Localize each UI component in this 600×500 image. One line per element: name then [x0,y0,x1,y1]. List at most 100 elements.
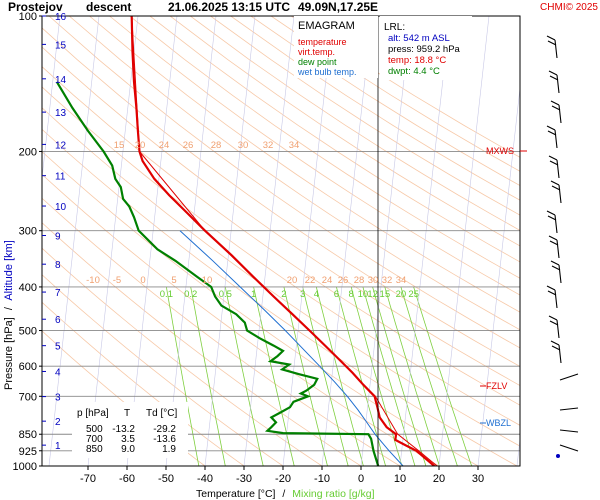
isotherms [42,16,520,466]
lrl-dwpt: dwpt: 4.4 °C [388,66,440,77]
wind-barbs [546,35,579,458]
dry-adiabat-label: 26 [338,275,349,286]
mixing-ratio-label: 1 [251,289,256,300]
isotherm-line [204,16,256,466]
mxws-label: MXWS [486,146,514,156]
mixing-ratio-label: 2 [281,289,286,300]
wind-barb-flag [548,315,558,321]
altitude-tick-label: 14 [55,75,67,86]
table-row-500-p: 500 [86,424,103,435]
altitude-tick-label: 9 [55,232,61,243]
lrl-box: LRL: alt: 542 m ASL press: 959.2 hPa tem… [380,16,472,80]
dry-adiabat-line [190,16,520,231]
dry-adiabat-line [89,16,520,313]
mixing-ratio-lines [166,286,473,466]
mixing-ratio-label: 8 [349,289,354,300]
mixing-ratio-label: 12 [367,289,378,300]
wind-barb-flag [546,285,556,291]
isotherm-line [87,16,139,466]
dry-adiabat-label: 5 [171,275,176,286]
dry-adiabat-label: 28 [211,140,222,151]
mixing-ratio-line [384,286,440,466]
dry-adiabat-line [68,16,520,331]
dry-adiabat-line [42,86,520,426]
table-row-850-td: 1.9 [162,444,176,455]
x-tick-label: -50 [158,473,174,485]
x-tick-label: -70 [80,473,96,485]
isotherm-line [126,16,178,466]
wind-barb-flag [548,70,558,76]
y-axis-label-altitude: Altitude [km] [3,240,15,301]
lrl-alt: alt: 542 m ASL [388,33,450,44]
table-header-p: p [hPa] [77,408,109,419]
dry-adiabat-label: 34 [289,140,300,151]
dry-adiabat-line [129,16,520,279]
dry-adiabat-label: 34 [396,275,407,286]
x-axis-label-mixing: Mixing ratio [g/kg] [292,488,374,500]
isotherm-line [516,436,520,466]
lrl-box-bg [380,16,472,80]
wind-barb [554,39,558,59]
mixing-ratio-line [224,286,264,466]
plot-frame [41,15,521,467]
wind-barb-flag [550,260,560,266]
isotherm-line [438,16,490,466]
dry-adiabat-line [210,16,520,216]
x-axis: -70 -60 -50 -40 -30 -20 -10 0 10 20 30 [80,466,484,485]
altitude-tick-label: 11 [55,172,66,183]
altitude-tick-label: 15 [55,40,67,51]
wind-barb-flag [550,100,560,106]
mixing-ratio-label: 10 [358,289,369,300]
mixing-ratio-label: 0.2 [184,289,197,300]
x-axis-title: Temperature [°C] / Mixing ratio [g/kg] [196,488,375,500]
altitude-tick-label: 3 [55,393,61,404]
wind-barb-flag [547,290,557,296]
dry-adiabat-line [42,27,520,367]
wind-barb-flag [550,340,560,346]
legend-title: EMAGRAM [298,20,355,32]
wind-barb-flag [551,185,561,191]
mixing-ratio-label: 20 [396,289,407,300]
dry-adiabat-label: 28 [354,275,365,286]
altitude-tick-label: 2 [55,417,61,428]
header-datetime: 21.06.2025 13:15 UTC [168,0,290,14]
dry-adiabat-label: -5 [113,275,121,286]
wind-barb-flag [548,155,558,161]
table-row-850-p: 850 [86,444,103,455]
dry-adiabat-label: 10 [202,275,213,286]
series-wet-bulb-temp-line [179,230,404,466]
wind-barb-flag [549,75,559,81]
x-tick-label: 20 [433,473,445,485]
isotherm-line [48,16,100,466]
y-axis-title: Pressure [hPa] / Altitude [km] [3,240,15,390]
altitude-tick-label: 1 [55,441,61,452]
altitude-tick-label: 16 [55,12,67,23]
isotherm-line [399,16,451,466]
x-tick-label: 0 [358,473,364,485]
altitude-tick-label: 5 [55,342,61,353]
wind-barb-flag [547,215,557,221]
wind-barb-flag [551,265,561,271]
wind-barb [554,289,558,309]
level-table: p [hPa] T Td [°C] 500 -13.2 -29.2 700 3.… [72,402,188,458]
y-axis: 100 200 300 400 500 600 700 850 925 1000 [13,11,42,473]
wind-barb [556,74,560,94]
lrl-press: press: 959.2 hPa [388,44,461,55]
mixing-ratio-label: 0.5 [219,289,232,300]
wind-barb [554,129,558,149]
wind-barb [556,319,560,339]
plot-area [42,16,520,466]
dry-adiabat-label: 0 [140,275,145,286]
wind-barb [558,344,562,364]
dry-adiabat-line [109,16,520,296]
wind-barb [558,184,562,204]
altitude-tick-label: 13 [55,108,67,119]
mixing-ratio-line [372,286,427,466]
y-tick-label: 925 [19,446,37,458]
x-tick-label: 30 [472,473,484,485]
mixing-ratio-line [413,286,473,466]
mixing-ratio-label: 25 [408,289,419,300]
table-header-t: T [124,408,130,419]
wind-barb-flag [549,160,559,166]
wind-barb-flag [550,180,560,186]
